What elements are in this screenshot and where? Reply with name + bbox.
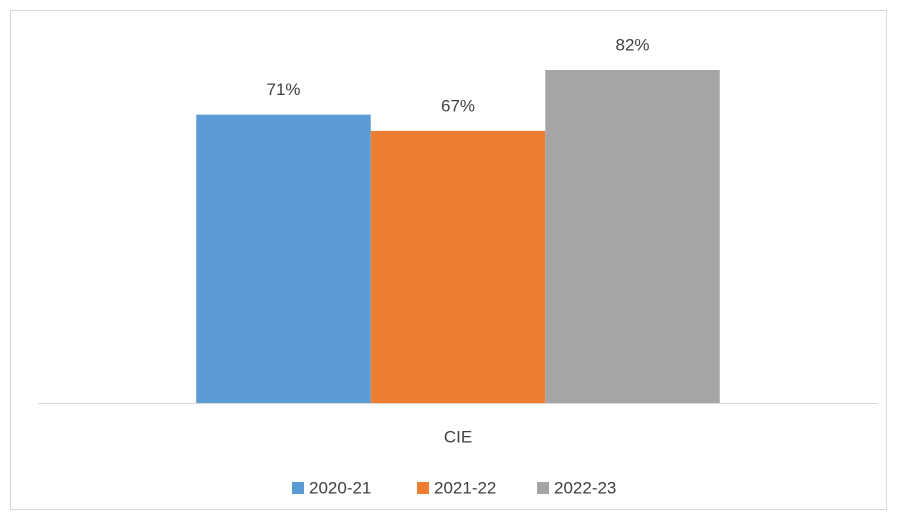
legend-swatch: [417, 482, 429, 494]
legend-swatch: [292, 482, 304, 494]
data-label: 82%: [615, 35, 649, 54]
data-label: 71%: [266, 80, 300, 99]
bar: [370, 130, 546, 404]
bar: [196, 114, 371, 404]
legend-label: 2020-21: [309, 478, 371, 497]
data-label: 67%: [441, 96, 475, 115]
bar: [545, 70, 720, 403]
legend-label: 2022-23: [554, 478, 616, 497]
x-tick-label: CIE: [444, 427, 472, 446]
legend-swatch: [537, 482, 549, 494]
legend-label: 2021-22: [434, 478, 496, 497]
